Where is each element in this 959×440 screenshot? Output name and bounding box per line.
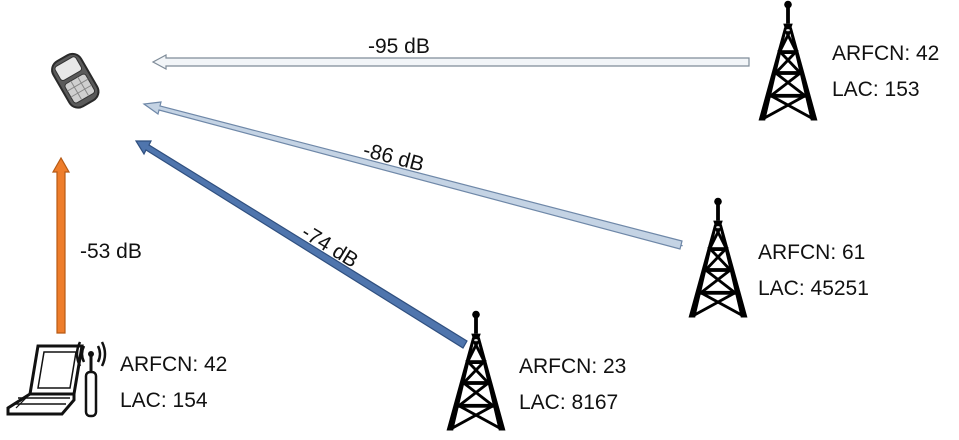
fake-bts-arfcn: ARFCN: 42 [120,353,227,376]
tower-bottom-arfcn: ARFCN: 23 [519,355,626,378]
tower-bottom-icon [445,309,507,432]
tower-top-arfcn: ARFCN: 42 [832,42,939,65]
tower-top-lac: LAC: 153 [832,78,920,101]
tower-right-arfcn: ARFCN: 61 [758,241,865,264]
signal-label-fake-bts: -53 dB [80,240,142,263]
tower-bottom-lac: LAC: 8167 [519,391,618,414]
mobile-phone-icon [51,52,100,109]
arrow-tower-bottom [134,140,468,349]
signal-label-tower-top: -95 dB [368,35,430,58]
tower-top-icon [757,0,819,122]
laptop-icon [6,344,84,416]
tower-right-icon [687,196,749,319]
radio-antenna-icon [75,341,107,418]
arrow-fake-bts [51,156,71,334]
arrow-tower-top [151,53,750,71]
tower-right-lac: LAC: 45251 [758,277,869,300]
fake-bts-lac: LAC: 154 [120,389,208,412]
